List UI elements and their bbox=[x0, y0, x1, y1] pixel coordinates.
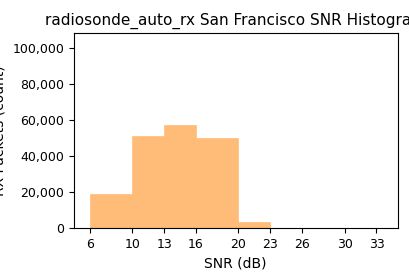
Bar bbox=[164, 125, 196, 228]
Title: radiosonde_auto_rx San Francisco SNR Histogram: radiosonde_auto_rx San Francisco SNR His… bbox=[45, 13, 409, 29]
Y-axis label: RX Packets (count): RX Packets (count) bbox=[0, 65, 7, 196]
Bar bbox=[196, 138, 238, 228]
Bar bbox=[132, 136, 164, 228]
X-axis label: SNR (dB): SNR (dB) bbox=[204, 256, 266, 270]
Bar bbox=[238, 222, 270, 228]
Bar bbox=[90, 194, 132, 228]
